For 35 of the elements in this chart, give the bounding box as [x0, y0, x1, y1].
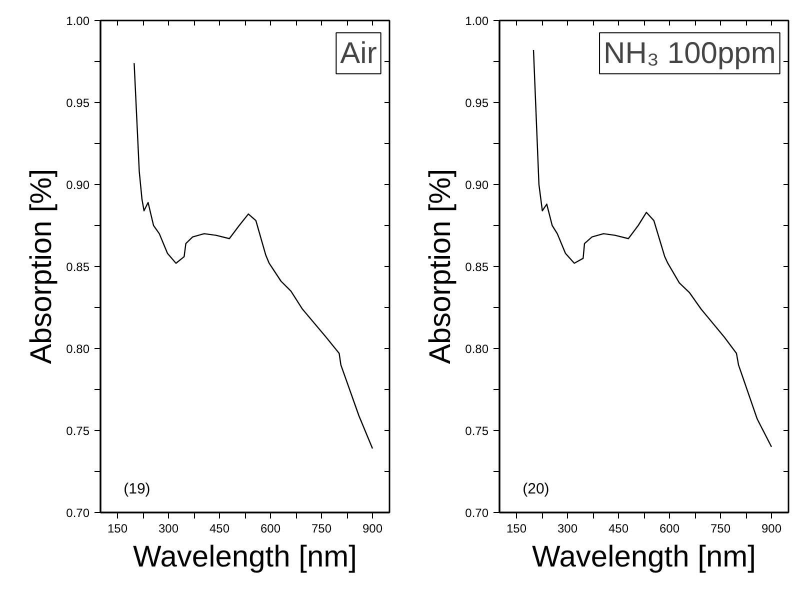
- annotation: (20): [522, 480, 550, 498]
- x-tick-label: 150: [506, 522, 527, 536]
- x-tick-label: 600: [260, 522, 281, 536]
- line-series: [134, 62, 374, 450]
- y-tick-label: 0.80: [66, 342, 90, 356]
- annotation: Air: [340, 36, 377, 70]
- x-axis-title: Wavelength [nm]: [133, 540, 358, 574]
- y-tick-label: 0.95: [66, 96, 90, 110]
- y-axis-title: Absorption [%]: [25, 168, 58, 364]
- y-tick-label: 1.00: [66, 14, 90, 28]
- y-tick-label: 0.70: [66, 506, 90, 520]
- y-tick-label: 0.80: [465, 342, 489, 356]
- y-axis-title: Absorption [%]: [424, 168, 458, 364]
- x-tick-label: 750: [311, 522, 332, 536]
- x-tick-label: 150: [107, 522, 128, 536]
- x-tick-label: 600: [659, 522, 680, 536]
- x-tick-label: 900: [362, 522, 383, 536]
- y-tick-label: 0.90: [66, 178, 90, 192]
- y-tick-label: 0.90: [465, 178, 489, 192]
- y-tick-label: 1.00: [465, 14, 489, 28]
- x-tick-label: 750: [710, 522, 731, 536]
- x-tick-label: 900: [761, 522, 782, 536]
- y-tick-label: 0.85: [465, 260, 489, 274]
- x-tick-label: 450: [209, 522, 230, 536]
- annotation: NH₃ 100ppm: [604, 36, 776, 70]
- x-tick-label: 300: [158, 522, 179, 536]
- x-tick-label: 450: [608, 522, 629, 536]
- annotation: (19): [124, 480, 150, 498]
- y-tick-label: 0.75: [465, 424, 489, 438]
- y-tick-label: 0.70: [465, 506, 489, 520]
- y-tick-label: 0.85: [66, 260, 90, 274]
- y-tick-label: 0.95: [465, 96, 489, 110]
- y-tick-label: 0.75: [66, 424, 90, 438]
- x-tick-label: 300: [557, 522, 578, 536]
- x-axis-title: Wavelength [nm]: [532, 540, 756, 574]
